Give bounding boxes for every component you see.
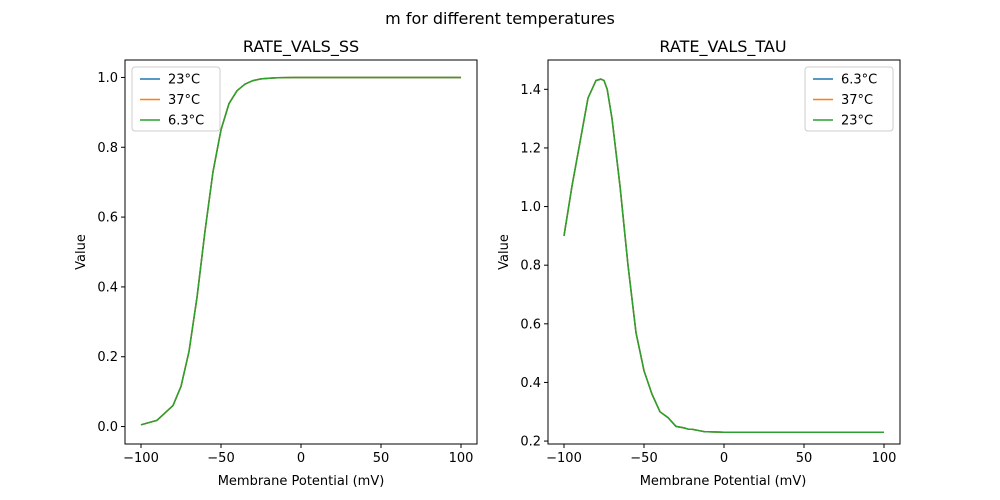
legend-box: [131, 66, 221, 132]
subplot-tau-xticks: −100 −50 0 50 100: [546, 444, 896, 466]
legend-label: 23°C: [168, 73, 200, 88]
subplot-ss-ylabel: Value: [74, 234, 89, 270]
x-tick-label: 100: [449, 451, 474, 466]
legend-label: 6.3°C: [168, 114, 204, 129]
subplot-tau-ylabel: Value: [497, 234, 512, 270]
legend-label: 23°C: [841, 114, 873, 129]
y-tick-label: 0.0: [97, 420, 118, 435]
y-tick-label: 0.4: [520, 376, 541, 391]
y-tick-label: 0.4: [97, 280, 118, 295]
y-tick-label: 0.6: [97, 211, 118, 226]
y-tick-label: 1.4: [520, 83, 541, 98]
subplot-ss-title: RATE_VALS_SS: [243, 37, 359, 57]
series-line-2: [140, 76, 461, 426]
y-tick-label: 1.0: [97, 71, 118, 86]
figure-suptitle: m for different temperatures: [385, 9, 615, 28]
x-tick-label: −100: [546, 451, 582, 466]
series-line-2: [563, 78, 884, 434]
series-line-0: [563, 78, 884, 434]
legend-box: [804, 66, 894, 132]
subplot-tau: RATE_VALS_TAU −100 −50 0 50 100 0.2 0.4 0.6 0.8…: [497, 37, 901, 489]
subplot-ss-xlabel: Membrane Potential (mV): [218, 474, 385, 489]
subplot-tau-title: RATE_VALS_TAU: [659, 37, 786, 57]
x-tick-label: 50: [373, 451, 390, 466]
subplot-ss-yticks: 0.0 0.2 0.4 0.6 0.8 1.0: [97, 71, 125, 435]
legend-label: 37°C: [168, 93, 200, 108]
y-tick-label: 0.2: [520, 435, 541, 450]
subplot-tau-xlabel: Membrane Potential (mV): [640, 474, 807, 489]
y-tick-label: 0.6: [520, 317, 541, 332]
legend-label: 37°C: [841, 93, 873, 108]
subplot-ss-legend: 23°C 37°C 6.3°C: [131, 66, 221, 132]
x-tick-label: 100: [872, 451, 897, 466]
x-tick-label: −50: [207, 451, 234, 466]
x-tick-label: 0: [297, 451, 305, 466]
series-line-1: [563, 78, 884, 434]
y-tick-label: 1.0: [520, 200, 541, 215]
subplot-ss-xticks: −100 −50 0 50 100: [123, 444, 473, 466]
legend-label: 6.3°C: [841, 73, 877, 88]
x-tick-label: −50: [630, 451, 657, 466]
y-tick-label: 0.8: [520, 259, 541, 274]
subplot-tau-lines: [563, 78, 884, 434]
y-tick-label: 0.8: [97, 141, 118, 156]
subplot-tau-yticks: 0.2 0.4 0.6 0.8 1.0 1.2 1.4: [520, 83, 548, 450]
subplot-ss-lines: [140, 76, 461, 426]
y-tick-label: 0.2: [97, 350, 118, 365]
x-tick-label: −100: [123, 451, 159, 466]
x-tick-label: 0: [720, 451, 728, 466]
y-tick-label: 1.2: [520, 141, 541, 156]
subplot-ss: RATE_VALS_SS −100 −50 0 50 100 0.00.20.40.60…: [74, 37, 478, 489]
subplot-tau-legend: 6.3°C 37°C 23°C: [804, 66, 894, 132]
x-tick-label: 50: [796, 451, 813, 466]
